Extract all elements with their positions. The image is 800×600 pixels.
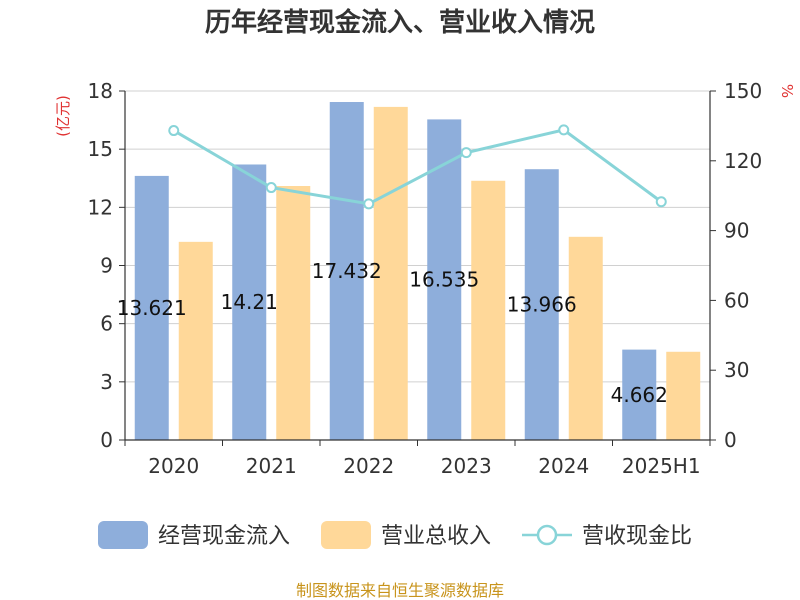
right-tick-label: 0 — [724, 428, 737, 452]
grid-lines — [125, 90, 710, 383]
left-axis-unit: (亿元) — [54, 95, 72, 137]
ratio-point — [558, 124, 570, 136]
ratio-point — [265, 182, 277, 194]
chart-title: 历年经营现金流入、营业收入情况 — [205, 7, 595, 38]
bar-revenue — [276, 186, 311, 440]
bar-data-label: 14.21 — [221, 290, 278, 314]
axes: 0 3 6 9 12 15 18 0 30 60 90 120 150 2020 2021 2022 2023 2… — [88, 79, 763, 478]
left-tick-label: 6 — [100, 312, 113, 336]
left-tick-label: 12 — [88, 195, 113, 219]
left-tick-label: 3 — [100, 370, 113, 394]
right-tick-label: 120 — [724, 149, 762, 173]
right-tick-label: 90 — [724, 219, 749, 243]
bar-revenue — [471, 180, 506, 440]
ratio-point — [363, 198, 375, 210]
legend-label: 营收现金比 — [582, 524, 692, 549]
bar-cash-inflow — [329, 102, 364, 441]
left-tick-label: 18 — [88, 79, 113, 103]
ratio-line-path — [172, 128, 663, 206]
bar-cash-inflow — [134, 175, 169, 441]
left-tick-label: 0 — [100, 428, 113, 452]
ratio-point — [460, 147, 472, 159]
ratio-point — [168, 125, 180, 137]
right-axis-unit: % — [778, 84, 796, 98]
right-tick-label: 150 — [724, 79, 762, 103]
bar-data-label: 16.535 — [409, 268, 479, 292]
bar-data-label: 4.662 — [611, 383, 668, 407]
legend-marker — [536, 524, 558, 546]
right-tick-label: 30 — [724, 358, 749, 382]
x-tick-label: 2025H1 — [622, 454, 701, 478]
legend-swatch — [321, 521, 371, 549]
bar-data-label: 13.966 — [507, 293, 577, 317]
bar-revenue — [373, 106, 408, 440]
legend-label: 经营现金流入 — [158, 524, 290, 549]
x-tick-label: 2023 — [441, 454, 492, 478]
bar-cash-inflow — [622, 349, 657, 440]
ratio-line — [168, 124, 667, 210]
legend: 经营现金流入 营业总收入 营收现金比 — [98, 521, 692, 549]
bar-revenue — [178, 241, 213, 440]
bar-cash-inflow — [232, 164, 267, 440]
bar-cash-inflow — [427, 119, 462, 440]
ratio-point — [655, 196, 667, 208]
bar-revenue — [666, 351, 701, 440]
bar-data-label: 13.621 — [117, 296, 187, 320]
right-tick-label: 60 — [724, 288, 749, 312]
x-tick-label: 2024 — [538, 454, 589, 478]
bar-data-label: 17.432 — [312, 259, 382, 283]
x-tick-label: 2020 — [148, 454, 199, 478]
left-tick-label: 9 — [100, 254, 113, 278]
source-note: 制图数据来自恒生聚源数据库 — [296, 581, 504, 600]
bar-cash-inflow — [524, 169, 559, 440]
legend-swatch — [98, 521, 148, 549]
x-tick-label: 2022 — [343, 454, 394, 478]
bar-revenue — [568, 236, 603, 440]
legend-label: 营业总收入 — [381, 524, 491, 549]
bars — [134, 102, 701, 441]
x-tick-label: 2021 — [246, 454, 297, 478]
left-tick-label: 15 — [88, 137, 113, 161]
data-labels: 13.621 14.21 17.432 16.535 13.966 4.662 — [117, 259, 668, 407]
